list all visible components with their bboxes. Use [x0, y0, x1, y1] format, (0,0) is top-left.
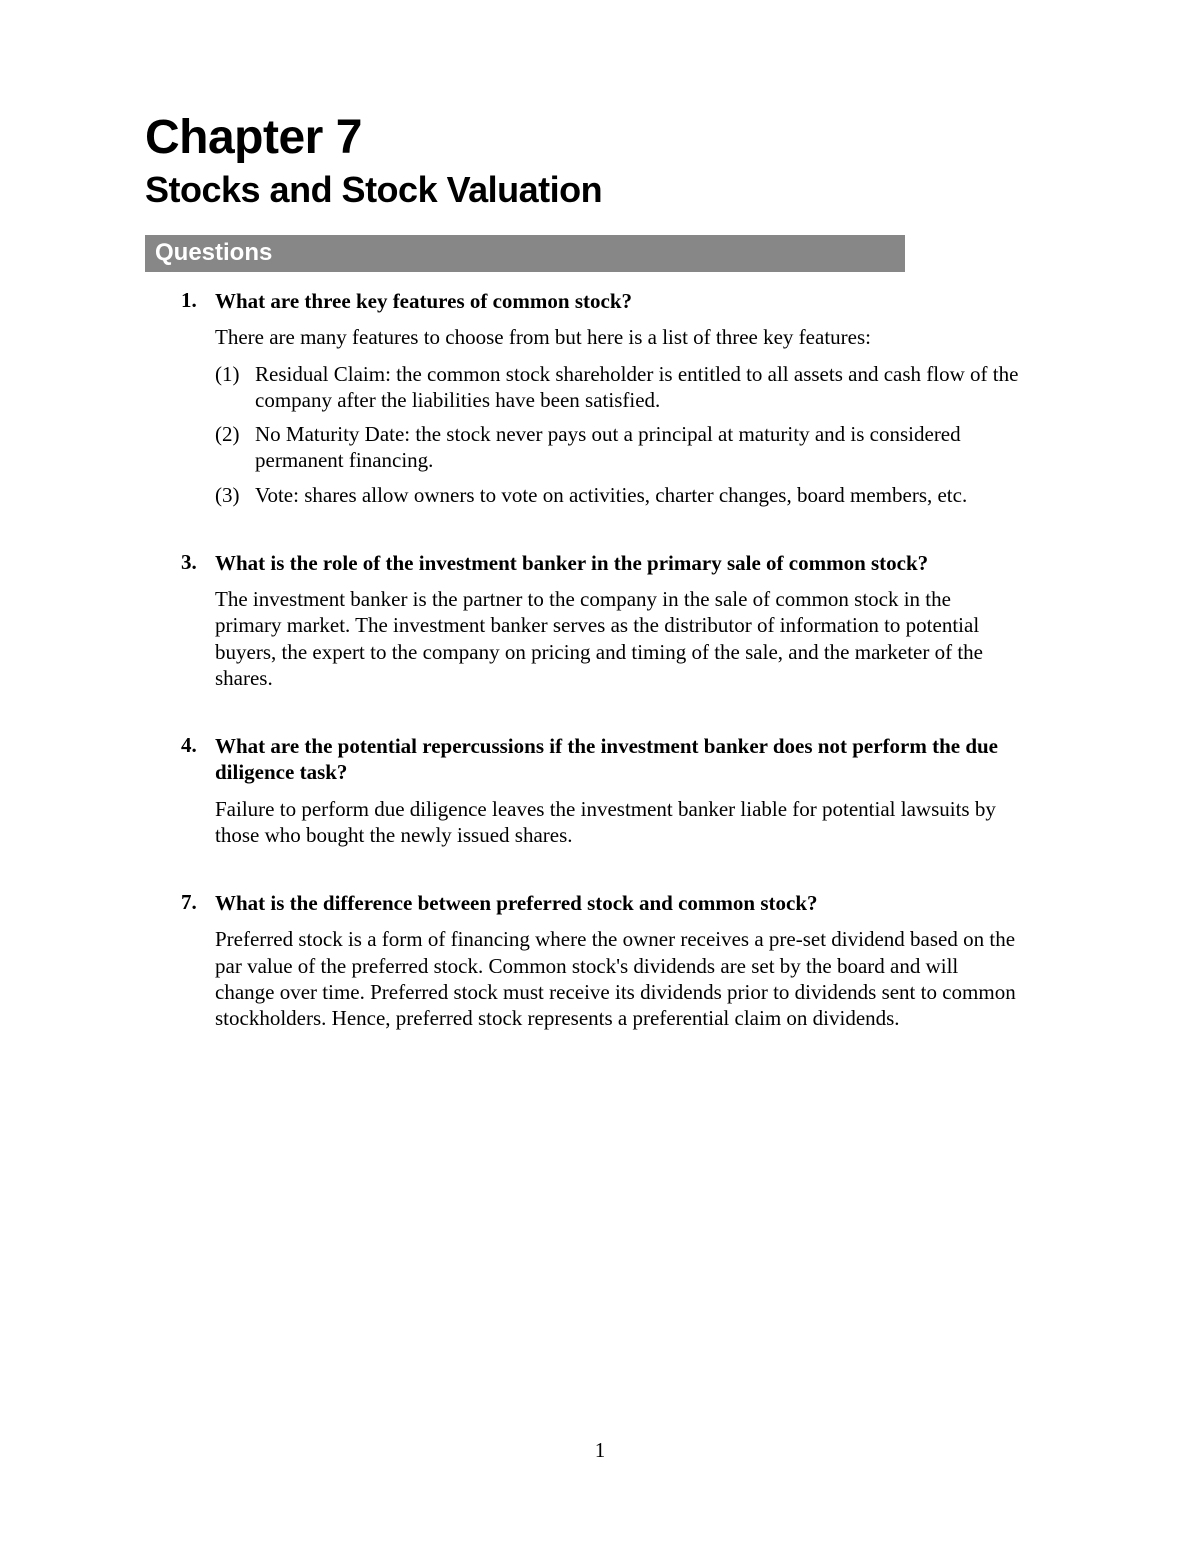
sub-item-number: (2) [215, 421, 255, 474]
sub-item: (2) No Maturity Date: the stock never pa… [215, 421, 1019, 474]
question-text: What is the difference between preferred… [215, 890, 818, 916]
question-number: 4. [181, 733, 215, 786]
sub-item: (3) Vote: shares allow owners to vote on… [215, 482, 1019, 508]
answer-text: Preferred stock is a form of financing w… [215, 926, 1019, 1031]
question-block: 1. What are three key features of common… [145, 288, 1055, 508]
chapter-title: Chapter 7 [145, 110, 1055, 165]
question-block: 4. What are the potential repercussions … [145, 733, 1055, 848]
sub-item-text: Vote: shares allow owners to vote on act… [255, 482, 1019, 508]
question-text: What are three key features of common st… [215, 288, 632, 314]
page-number: 1 [0, 1438, 1200, 1463]
question-text: What is the role of the investment banke… [215, 550, 928, 576]
sub-item-number: (3) [215, 482, 255, 508]
question-number: 1. [181, 288, 215, 314]
question-heading: 3. What is the role of the investment ba… [181, 550, 1019, 576]
answer-intro: There are many features to choose from b… [215, 324, 1019, 350]
question-block: 3. What is the role of the investment ba… [145, 550, 1055, 691]
question-heading: 1. What are three key features of common… [181, 288, 1019, 314]
chapter-subtitle: Stocks and Stock Valuation [145, 169, 1055, 211]
question-heading: 4. What are the potential repercussions … [181, 733, 1019, 786]
sub-item-number: (1) [215, 361, 255, 414]
sub-item-text: Residual Claim: the common stock shareho… [255, 361, 1019, 414]
question-number: 3. [181, 550, 215, 576]
sub-item: (1) Residual Claim: the common stock sha… [215, 361, 1019, 414]
question-text: What are the potential repercussions if … [215, 733, 1019, 786]
question-block: 7. What is the difference between prefer… [145, 890, 1055, 1031]
sub-item-text: No Maturity Date: the stock never pays o… [255, 421, 1019, 474]
question-heading: 7. What is the difference between prefer… [181, 890, 1019, 916]
answer-text: Failure to perform due diligence leaves … [215, 796, 1019, 849]
section-heading: Questions [145, 235, 905, 272]
answer-text: The investment banker is the partner to … [215, 586, 1019, 691]
question-number: 7. [181, 890, 215, 916]
document-page: Chapter 7 Stocks and Stock Valuation Que… [0, 0, 1200, 1031]
